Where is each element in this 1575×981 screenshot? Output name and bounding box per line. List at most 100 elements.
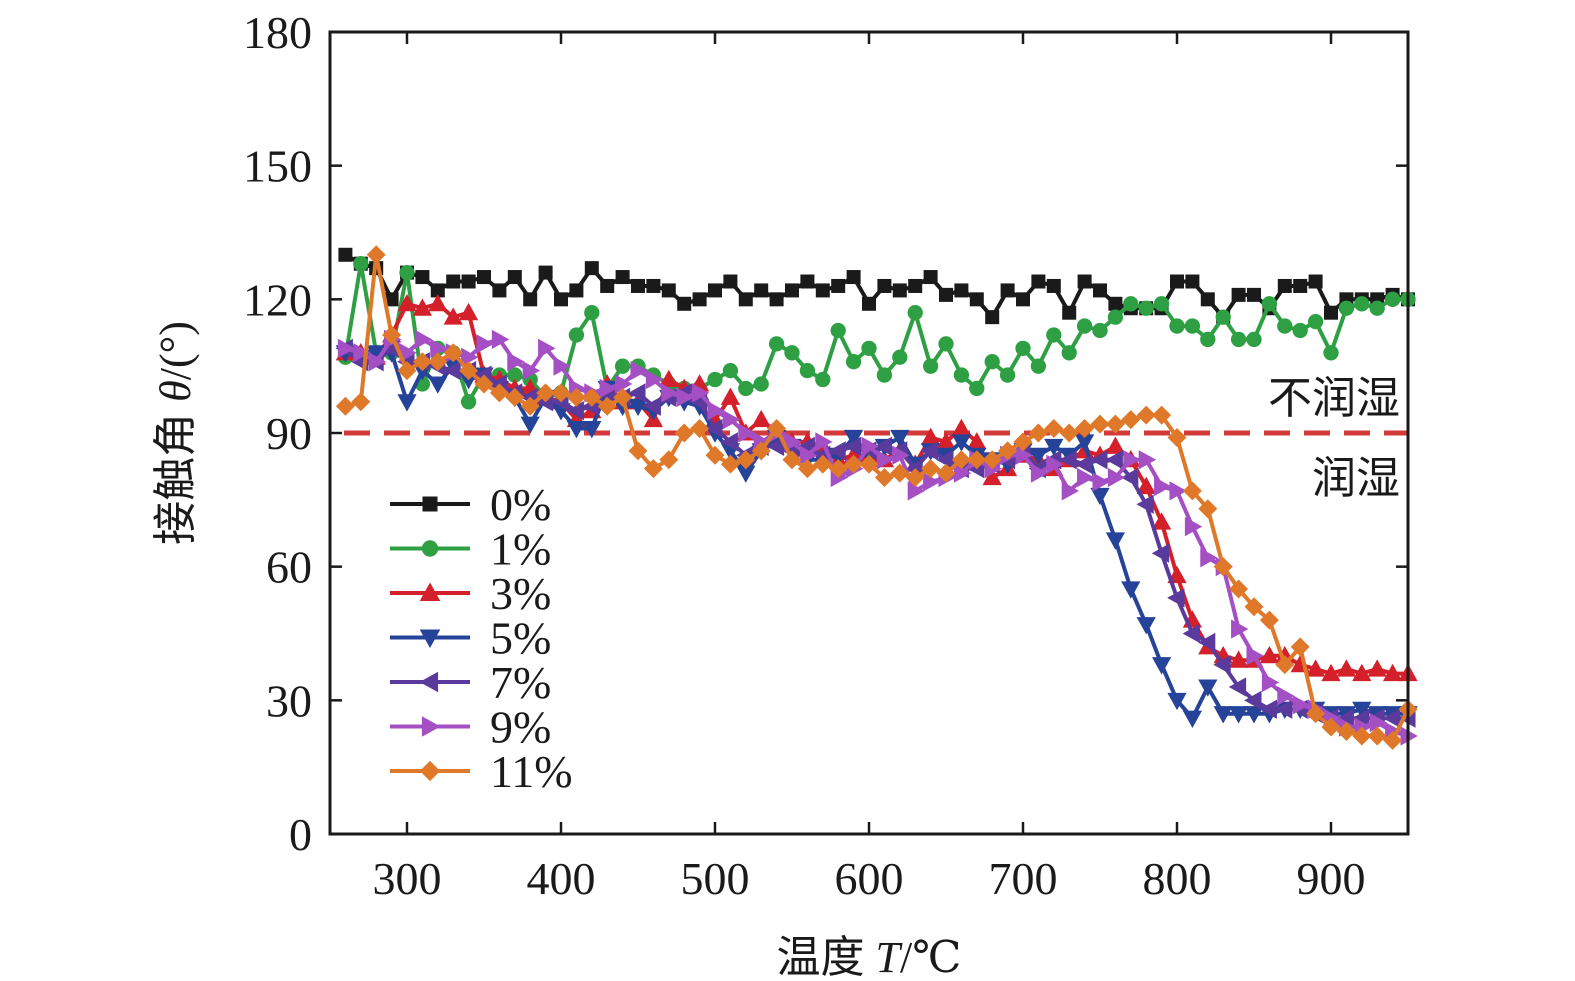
data-point-0pct [461, 274, 476, 289]
data-point-11pct [951, 450, 971, 470]
data-point-9pct [368, 352, 387, 372]
data-point-7pct [920, 441, 939, 461]
data-point-11pct [1352, 726, 1372, 746]
series-11pct [335, 245, 1418, 750]
data-point-5pct [397, 394, 417, 412]
y-axis-title: 接触角 θ/(°) [151, 321, 200, 545]
data-point-1pct [876, 367, 893, 383]
data-point-1pct [984, 354, 1000, 370]
legend-item-0pct: 0% [390, 479, 551, 530]
data-point-11pct [751, 441, 771, 461]
data-point-9pct [353, 343, 371, 363]
data-point-11pct [921, 459, 941, 479]
legend-item-11pct: 11% [390, 746, 573, 797]
data-point-3pct [1151, 512, 1172, 530]
data-point-0pct [769, 292, 784, 307]
data-point-0pct [908, 278, 923, 293]
data-point-11pct [628, 441, 648, 461]
data-point-0pct [1231, 287, 1246, 302]
data-point-1pct [1138, 300, 1154, 316]
data-point-0pct [1062, 305, 1077, 320]
series-line-0pct [344, 253, 1409, 320]
series-line-1pct [343, 261, 1408, 404]
data-point-11pct [1028, 423, 1048, 443]
data-point-3pct [443, 307, 463, 325]
data-point-5pct [1198, 679, 1218, 697]
data-point-11pct [1306, 704, 1326, 724]
data-point-1pct [1384, 291, 1401, 307]
data-point-0pct [723, 274, 738, 289]
y-tick-label: 60 [266, 542, 312, 593]
data-point-3pct [458, 302, 479, 321]
data-point-7pct [720, 432, 738, 452]
data-point-0pct [338, 247, 353, 262]
data-point-11pct [874, 468, 894, 488]
data-point-11pct [998, 441, 1018, 461]
legend-item-1pct: 1% [390, 524, 551, 575]
data-point-1pct [830, 322, 846, 339]
x-tick-label: 400 [527, 853, 596, 904]
data-point-9pct [1092, 472, 1110, 492]
data-point-9pct [1154, 476, 1172, 497]
data-point-0pct [569, 283, 584, 298]
data-point-3pct [1367, 659, 1387, 677]
data-point-0pct [815, 283, 830, 298]
data-point-0pct [738, 292, 753, 307]
x-tick-label: 800 [1143, 853, 1212, 904]
data-point-9pct [337, 338, 356, 358]
data-point-11pct [813, 454, 833, 474]
data-point-5pct [582, 421, 602, 439]
data-point-9pct [676, 387, 695, 407]
data-point-9pct [1200, 548, 1218, 568]
data-point-9pct [507, 352, 525, 372]
y-axis-title-variable: θ [151, 380, 200, 402]
data-point-5pct [1105, 532, 1126, 550]
data-point-5pct [1167, 692, 1187, 711]
data-point-0pct [1293, 278, 1308, 293]
data-point-3pct [720, 387, 741, 405]
y-tick-label: 0 [289, 809, 312, 860]
data-point-0pct [492, 283, 507, 298]
data-point-7pct [1228, 677, 1247, 697]
data-point-1pct [999, 367, 1016, 383]
data-point-11pct [967, 450, 987, 470]
data-point-1pct [1076, 318, 1093, 334]
data-point-9pct [707, 401, 725, 421]
legend: 0%1%3%5%7%9%11% [390, 479, 573, 797]
legend-marker [421, 540, 439, 557]
data-point-7pct [1074, 454, 1093, 474]
y-tick-label: 90 [266, 408, 312, 459]
data-point-7pct [643, 396, 661, 416]
data-point-11pct [1167, 427, 1187, 447]
data-point-11pct [659, 450, 679, 470]
data-point-11pct [1336, 722, 1356, 742]
data-point-0pct [523, 292, 538, 307]
data-point-11pct [459, 361, 479, 381]
legend-item-9pct: 9% [390, 702, 551, 753]
data-point-1pct [584, 305, 600, 321]
data-point-11pct [690, 419, 710, 439]
data-point-1pct [953, 367, 970, 383]
data-point-9pct [1261, 672, 1280, 693]
data-point-0pct [1247, 287, 1261, 302]
data-point-11pct [1059, 423, 1079, 443]
data-point-0pct [785, 283, 799, 298]
data-point-9pct [1046, 454, 1064, 474]
data-point-11pct [428, 352, 448, 372]
series-line-11pct [344, 252, 1410, 743]
data-point-0pct [877, 278, 892, 293]
y-axis-title-prefix: 接触角 [151, 402, 200, 545]
data-point-0pct [1046, 278, 1061, 293]
data-point-1pct [907, 305, 923, 321]
data-point-5pct [890, 429, 910, 448]
data-point-0pct [1308, 274, 1323, 289]
data-point-11pct [582, 387, 602, 407]
data-point-11pct [828, 459, 848, 479]
data-point-3pct [1382, 663, 1403, 682]
data-point-11pct [351, 392, 371, 412]
data-point-11pct [474, 374, 494, 394]
data-point-7pct [1167, 588, 1185, 608]
data-point-1pct [938, 336, 954, 352]
data-point-0pct [708, 283, 722, 298]
data-point-7pct [1213, 655, 1231, 675]
